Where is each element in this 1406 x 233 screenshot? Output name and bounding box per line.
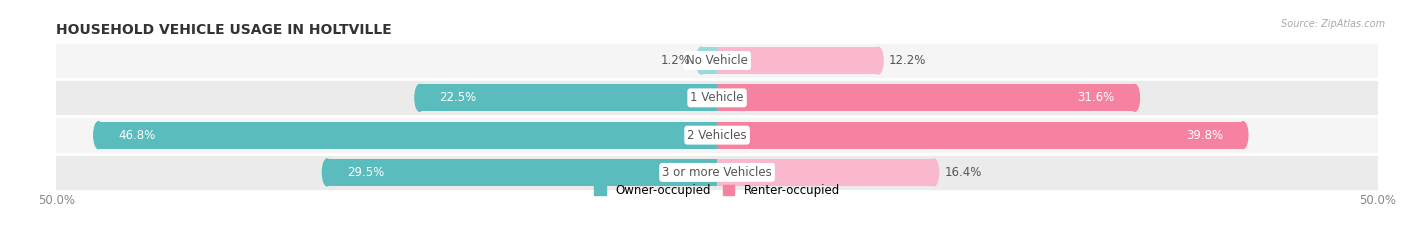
Circle shape <box>322 159 332 186</box>
Bar <box>56 154 1378 191</box>
Text: 31.6%: 31.6% <box>1077 91 1115 104</box>
Bar <box>56 116 1378 154</box>
Text: 1 Vehicle: 1 Vehicle <box>690 91 744 104</box>
Text: 1.2%: 1.2% <box>661 54 690 67</box>
Text: 22.5%: 22.5% <box>440 91 477 104</box>
Bar <box>328 159 717 186</box>
Circle shape <box>94 122 103 149</box>
Text: 46.8%: 46.8% <box>118 129 156 142</box>
Text: 16.4%: 16.4% <box>945 166 981 179</box>
Circle shape <box>415 84 425 111</box>
Bar <box>717 122 1243 149</box>
Text: 3 or more Vehicles: 3 or more Vehicles <box>662 166 772 179</box>
Text: HOUSEHOLD VEHICLE USAGE IN HOLTVILLE: HOUSEHOLD VEHICLE USAGE IN HOLTVILLE <box>56 23 392 37</box>
Circle shape <box>1239 122 1249 149</box>
Text: No Vehicle: No Vehicle <box>686 54 748 67</box>
Bar <box>717 84 1135 111</box>
Circle shape <box>929 159 939 186</box>
Text: Source: ZipAtlas.com: Source: ZipAtlas.com <box>1281 19 1385 29</box>
Bar <box>56 79 1378 116</box>
Circle shape <box>1130 84 1139 111</box>
Text: 29.5%: 29.5% <box>347 166 384 179</box>
Bar <box>419 84 717 111</box>
Text: 39.8%: 39.8% <box>1187 129 1223 142</box>
Bar <box>717 159 934 186</box>
Bar <box>98 122 717 149</box>
Text: 12.2%: 12.2% <box>889 54 927 67</box>
Circle shape <box>873 47 883 74</box>
Bar <box>56 42 1378 79</box>
Bar <box>702 47 717 74</box>
Legend: Owner-occupied, Renter-occupied: Owner-occupied, Renter-occupied <box>593 184 841 197</box>
Text: 2 Vehicles: 2 Vehicles <box>688 129 747 142</box>
Bar <box>717 47 879 74</box>
Circle shape <box>696 47 706 74</box>
